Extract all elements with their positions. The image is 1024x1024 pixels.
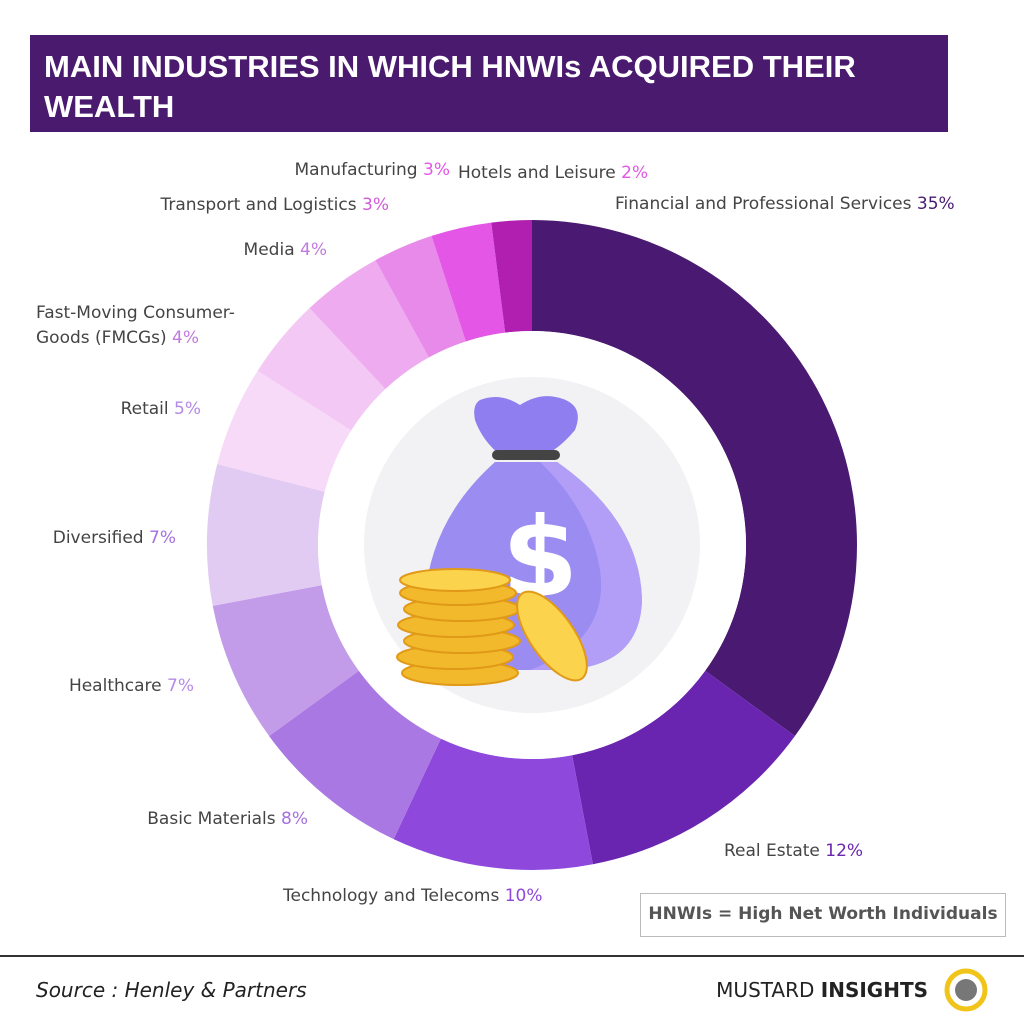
source: Source : Henley & Partners [36,978,307,1002]
footnote: HNWIs = High Net Worth Individuals [640,893,1006,937]
segment-label: Retail 5% [121,397,201,422]
brand: MUSTARD INSIGHTS [716,978,928,1002]
value-label: 4% [300,240,327,260]
donut-segment [532,220,857,737]
category-name: Retail [120,399,169,419]
category-name: Healthcare [68,676,162,696]
category-name: Hotels and Leisure [458,163,616,183]
category-name: Transport and Logistics [160,195,357,215]
brand-second: INSIGHTS [820,978,928,1002]
category-name: Basic Materials [147,809,276,829]
donut-segment [212,585,359,737]
segment-label: Media 4% [244,238,327,263]
donut-segment [217,370,352,492]
money-bag-icon: $ [396,396,642,686]
brand-first: MUSTARD [716,978,815,1002]
category-name: Diversified [52,528,144,548]
category-name: Technology and Telecoms [283,886,500,906]
category-name: Manufacturing [294,160,418,180]
category-name: Fast-Moving Consumer-Goods (FMCGs) [36,303,235,348]
segment-label: Transport and Logistics 3% [161,193,390,218]
donut-segment [572,670,795,865]
value-label: 12% [825,841,864,861]
segment-label: Fast-Moving Consumer-Goods (FMCGs) 4% [36,301,271,351]
value-label: 3% [362,195,389,215]
value-label: 7% [149,528,176,548]
segment-label: Healthcare 7% [69,674,194,699]
value-label: 2% [621,163,649,183]
value-label: 5% [174,399,201,419]
segment-label: Real Estate 12% [724,839,863,864]
brand-logo [944,968,988,1012]
donut-segment [491,220,532,333]
value-label: 7% [167,676,194,696]
value-label: 3% [423,160,450,180]
donut-segment [269,670,441,840]
category-name: Real Estate [724,841,820,861]
value-label: 8% [281,809,308,829]
title: MAIN INDUSTRIES IN WHICH HNWIs ACQUIRED … [30,35,948,132]
donut-segment [393,738,593,870]
divider [0,955,1024,957]
segment-label: Diversified 7% [53,526,176,551]
donut-segment [207,464,325,606]
category-name: Financial and Professional Services [615,194,912,214]
category-name: Media [243,240,295,260]
segment-label: Basic Materials 8% [147,807,308,832]
segment-label: Manufacturing 3% [295,158,451,183]
donut-segment [309,260,429,390]
value-label: 4% [172,328,200,348]
segment-label: Financial and Professional Services 35% [615,192,955,217]
segment-label: Hotels and Leisure 2% [458,161,648,186]
donut-segment [257,308,386,431]
value-label: 10% [504,886,543,906]
segment-label: Technology and Telecoms 10% [283,884,543,909]
donut-segment [375,235,466,358]
value-label: 35% [916,194,955,214]
donut-segment [431,222,506,342]
